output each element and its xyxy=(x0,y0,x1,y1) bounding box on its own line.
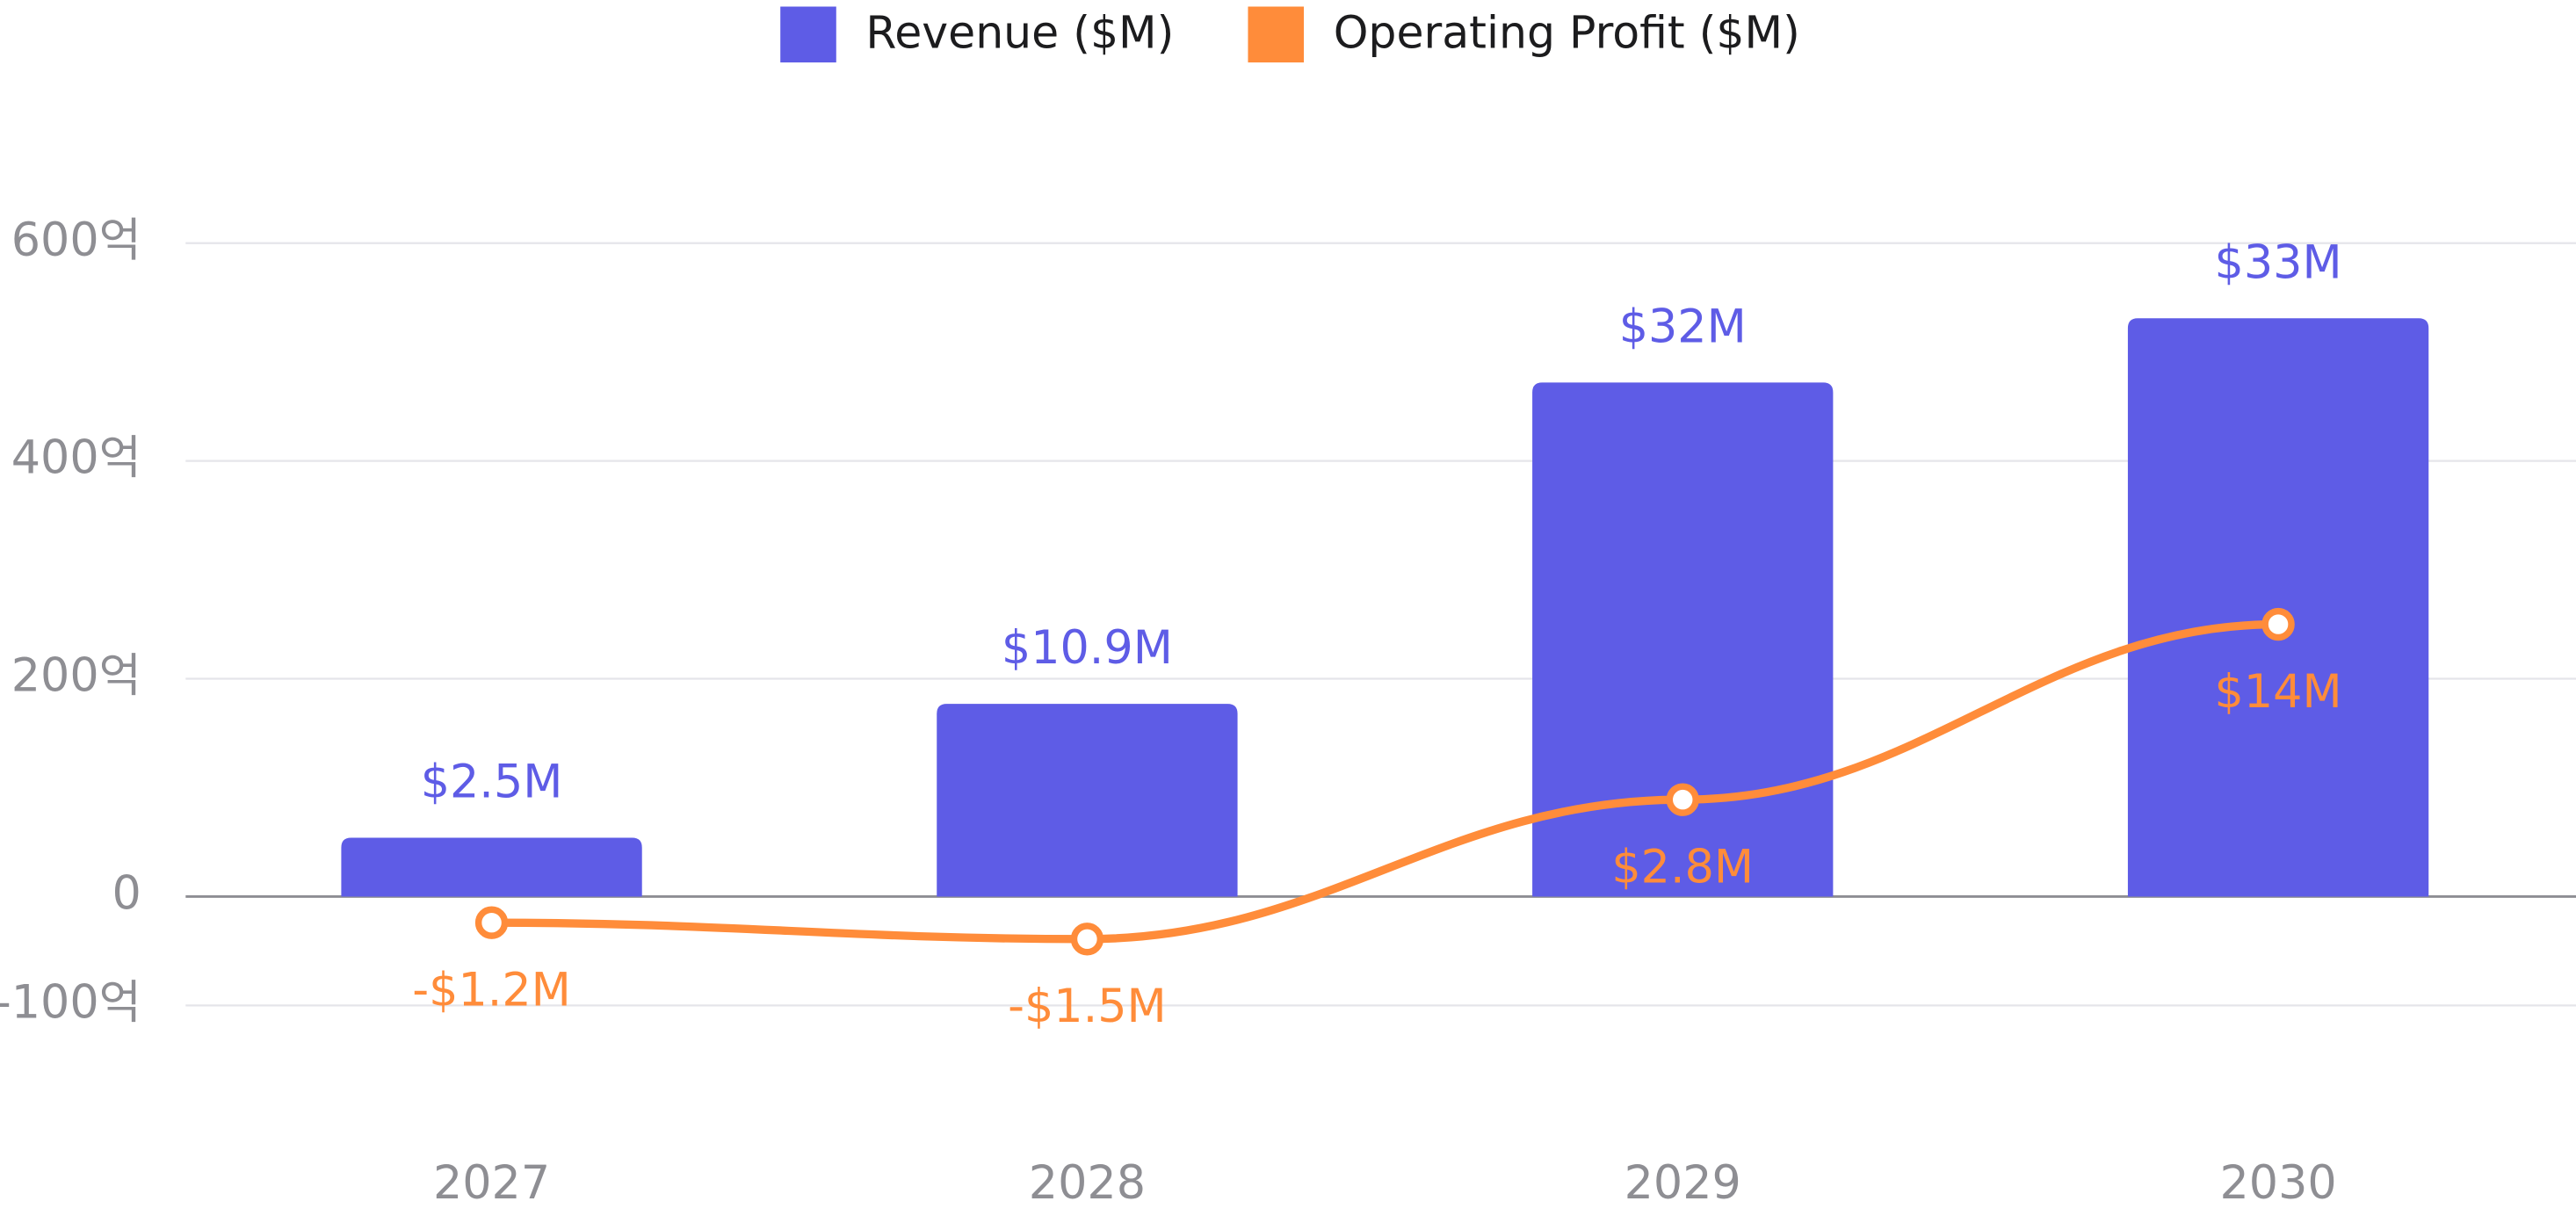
y-tick-label: 600억 xyxy=(11,213,141,267)
line-point xyxy=(2261,607,2295,641)
line-value-label: -$1.5M xyxy=(1008,980,1167,1033)
x-tick-label: 2030 xyxy=(2219,1156,2336,1210)
y-tick-label: 200억 xyxy=(11,649,141,703)
x-tick-label: 2028 xyxy=(1029,1156,1146,1210)
legend-swatch xyxy=(780,6,836,63)
bar-value-label: $32M xyxy=(1619,300,1747,354)
bar xyxy=(2127,318,2429,897)
bar xyxy=(937,704,1238,897)
x-tick-label: 2029 xyxy=(1624,1156,1741,1210)
line-value-label: $2.8M xyxy=(1611,841,1754,894)
line-point xyxy=(1070,923,1104,956)
y-tick-label: 0 xyxy=(112,866,141,920)
legend: Revenue ($M) Operating Profit ($M) xyxy=(780,6,1800,63)
bar xyxy=(1532,382,1834,897)
bar-value-label: $33M xyxy=(2215,235,2342,289)
line xyxy=(491,619,2279,944)
bar xyxy=(341,837,642,897)
x-tick-label: 2027 xyxy=(433,1156,550,1210)
line-point xyxy=(1666,783,1699,816)
y-tick-label: 400억 xyxy=(11,431,141,485)
legend-swatch xyxy=(1248,6,1305,63)
line-value-label: $14M xyxy=(2215,665,2342,719)
legend-label: Operating Profit ($M) xyxy=(1334,7,1800,59)
legend-label: Revenue ($M) xyxy=(865,7,1174,59)
y-tick-label: -100억 xyxy=(0,975,141,1029)
bar-value-label: $10.9M xyxy=(1002,621,1173,675)
line-point xyxy=(474,906,509,939)
line-value-label: -$1.2M xyxy=(412,964,571,1017)
bar-value-label: $2.5M xyxy=(421,756,563,809)
